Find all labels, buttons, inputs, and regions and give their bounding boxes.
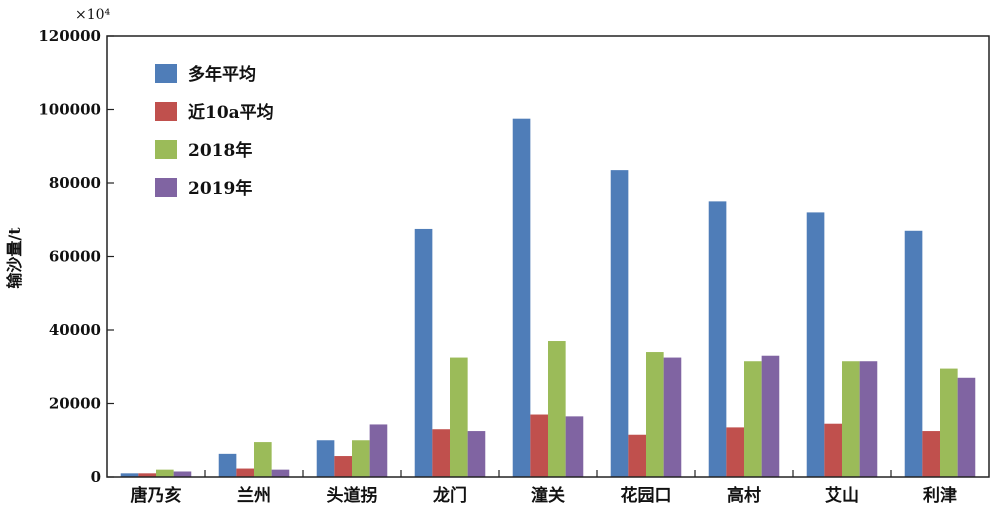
bar bbox=[138, 473, 156, 477]
bar bbox=[957, 377, 976, 477]
y-tick-label: 100000 bbox=[38, 101, 101, 119]
bar bbox=[414, 228, 433, 477]
bar bbox=[548, 341, 566, 477]
bar bbox=[254, 442, 272, 477]
x-tick-label: 兰州 bbox=[237, 485, 271, 506]
bar bbox=[432, 429, 450, 477]
legend-label: 2019年 bbox=[188, 178, 252, 199]
bar bbox=[663, 357, 682, 477]
bar bbox=[708, 201, 727, 477]
y-tick-label: 80000 bbox=[49, 174, 101, 192]
bar bbox=[316, 440, 335, 477]
y-tick-label: 60000 bbox=[49, 248, 101, 266]
x-axis-ticks: 唐乃亥 兰州 头道拐 龙门 潼关 花园口 高村 艾山 利津 bbox=[131, 470, 957, 506]
plot-frame bbox=[106, 35, 990, 478]
x-tick-label: 潼关 bbox=[531, 485, 565, 506]
bar bbox=[610, 170, 629, 477]
bar bbox=[744, 361, 762, 477]
bars bbox=[120, 118, 976, 477]
bar bbox=[173, 471, 192, 477]
y-tick-label: 120000 bbox=[38, 27, 101, 45]
x-tick-label: 头道拐 bbox=[327, 485, 378, 506]
x-tick-label: 唐乃亥 bbox=[131, 485, 182, 506]
bar bbox=[334, 456, 352, 477]
bar bbox=[904, 230, 923, 477]
bar bbox=[512, 118, 531, 477]
bar bbox=[628, 434, 646, 477]
bar bbox=[236, 468, 254, 477]
bar bbox=[120, 473, 139, 477]
bar bbox=[761, 355, 780, 477]
y-axis-title: 输沙量/t bbox=[5, 227, 24, 289]
legend-swatch bbox=[155, 64, 177, 83]
x-tick-label: 艾山 bbox=[825, 485, 859, 506]
bar bbox=[859, 361, 878, 477]
legend-label: 多年平均 bbox=[188, 64, 256, 85]
x-tick-label: 利津 bbox=[923, 485, 957, 506]
legend-swatch bbox=[155, 102, 177, 121]
legend-label: 2018年 bbox=[188, 140, 252, 161]
bar bbox=[565, 416, 584, 477]
y-tick-label: 40000 bbox=[49, 321, 101, 339]
bar bbox=[922, 431, 940, 477]
y-axis-ticks: 0 20000 40000 60000 80000 100000 120000 bbox=[38, 27, 114, 486]
bar bbox=[156, 469, 174, 477]
bar bbox=[369, 424, 388, 477]
x-tick-label: 高村 bbox=[727, 485, 761, 506]
bar bbox=[726, 427, 744, 477]
bar bbox=[450, 357, 468, 477]
bar bbox=[271, 469, 290, 477]
bar bbox=[352, 440, 370, 477]
legend-label: 近10a平均 bbox=[188, 102, 274, 123]
y-tick-label: 20000 bbox=[49, 395, 101, 413]
x-tick-label: 花园口 bbox=[621, 485, 672, 506]
bar bbox=[530, 414, 548, 477]
bar bbox=[842, 361, 860, 477]
y-tick-label: 0 bbox=[91, 468, 101, 486]
bar bbox=[940, 368, 958, 477]
y-axis-multiplier: ×10⁴ bbox=[75, 7, 111, 23]
legend-swatch bbox=[155, 178, 177, 197]
bar bbox=[806, 212, 825, 477]
bar bbox=[467, 431, 486, 477]
x-tick-label: 龙门 bbox=[432, 485, 467, 506]
bar bbox=[824, 423, 842, 477]
bar bbox=[218, 453, 237, 477]
bar bbox=[646, 352, 664, 477]
legend-swatch bbox=[155, 140, 177, 159]
